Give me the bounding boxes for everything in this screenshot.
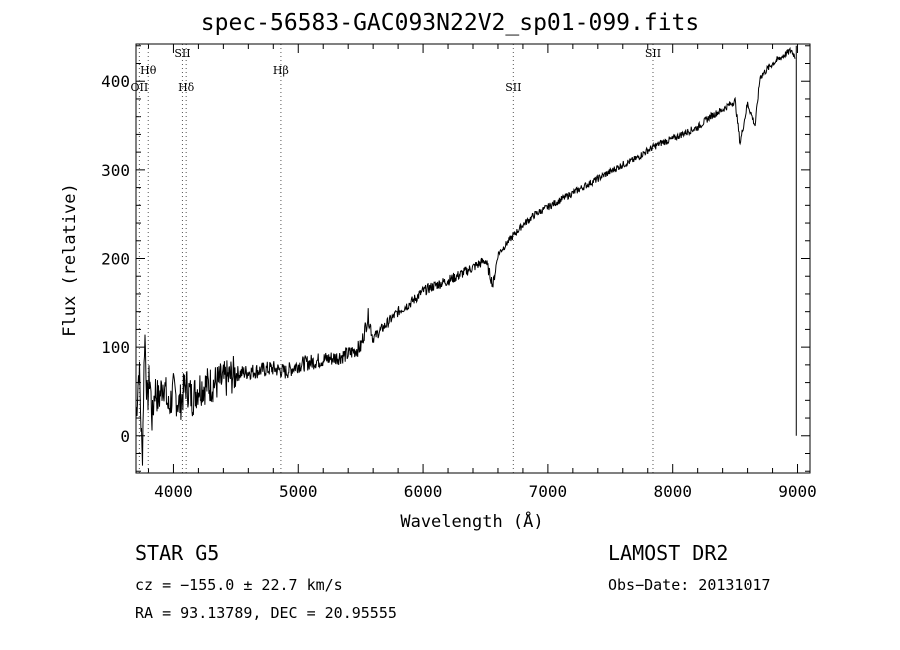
line-label: Hθ	[140, 64, 157, 77]
series-group	[135, 45, 797, 466]
chart-title: spec-56583-GAC093N22V2_sp01-099.fits	[200, 10, 700, 36]
emission-line-markers	[138, 44, 654, 473]
x-tick-label: 6000	[404, 482, 443, 501]
y-tick-label: 100	[101, 338, 130, 357]
axis-ticks	[136, 44, 810, 473]
y-axis-label: Flux (relative)	[60, 183, 80, 337]
tick-labels: 4000 5000 6000 7000 8000 9000 0 100 200 300 400	[101, 72, 817, 501]
line-label: SII	[645, 47, 661, 60]
line-annotations: OII Hθ SII Hδ Hβ SII SII	[131, 47, 662, 94]
y-tick-label: 300	[101, 161, 130, 180]
redshift-cz: cz = −155.0 ± 22.7 km/s	[135, 576, 343, 594]
line-label: Hδ	[178, 81, 195, 94]
x-tick-label: 5000	[279, 482, 318, 501]
x-tick-label: 8000	[653, 482, 692, 501]
survey-name: LAMOST DR2	[608, 541, 729, 565]
plot-frame	[135, 43, 811, 474]
x-tick-label: 9000	[778, 482, 817, 501]
x-tick-label: 7000	[529, 482, 568, 501]
object-class: STAR G5	[135, 541, 220, 565]
y-tick-label: 200	[101, 250, 130, 269]
line-label: Hβ	[273, 64, 289, 77]
line-label: SII	[505, 81, 521, 94]
coordinates: RA = 93.13789, DEC = 20.95555	[135, 604, 397, 622]
series-line	[135, 46, 796, 466]
line-label: SII	[174, 47, 190, 60]
line-label: OII	[131, 81, 149, 94]
observation-date: Obs−Date: 20131017	[608, 576, 771, 594]
x-tick-label: 4000	[154, 482, 193, 501]
y-tick-label: 400	[101, 72, 130, 91]
x-axis-label: Wavelength (Å)	[400, 512, 544, 532]
y-tick-label: 0	[120, 427, 130, 446]
